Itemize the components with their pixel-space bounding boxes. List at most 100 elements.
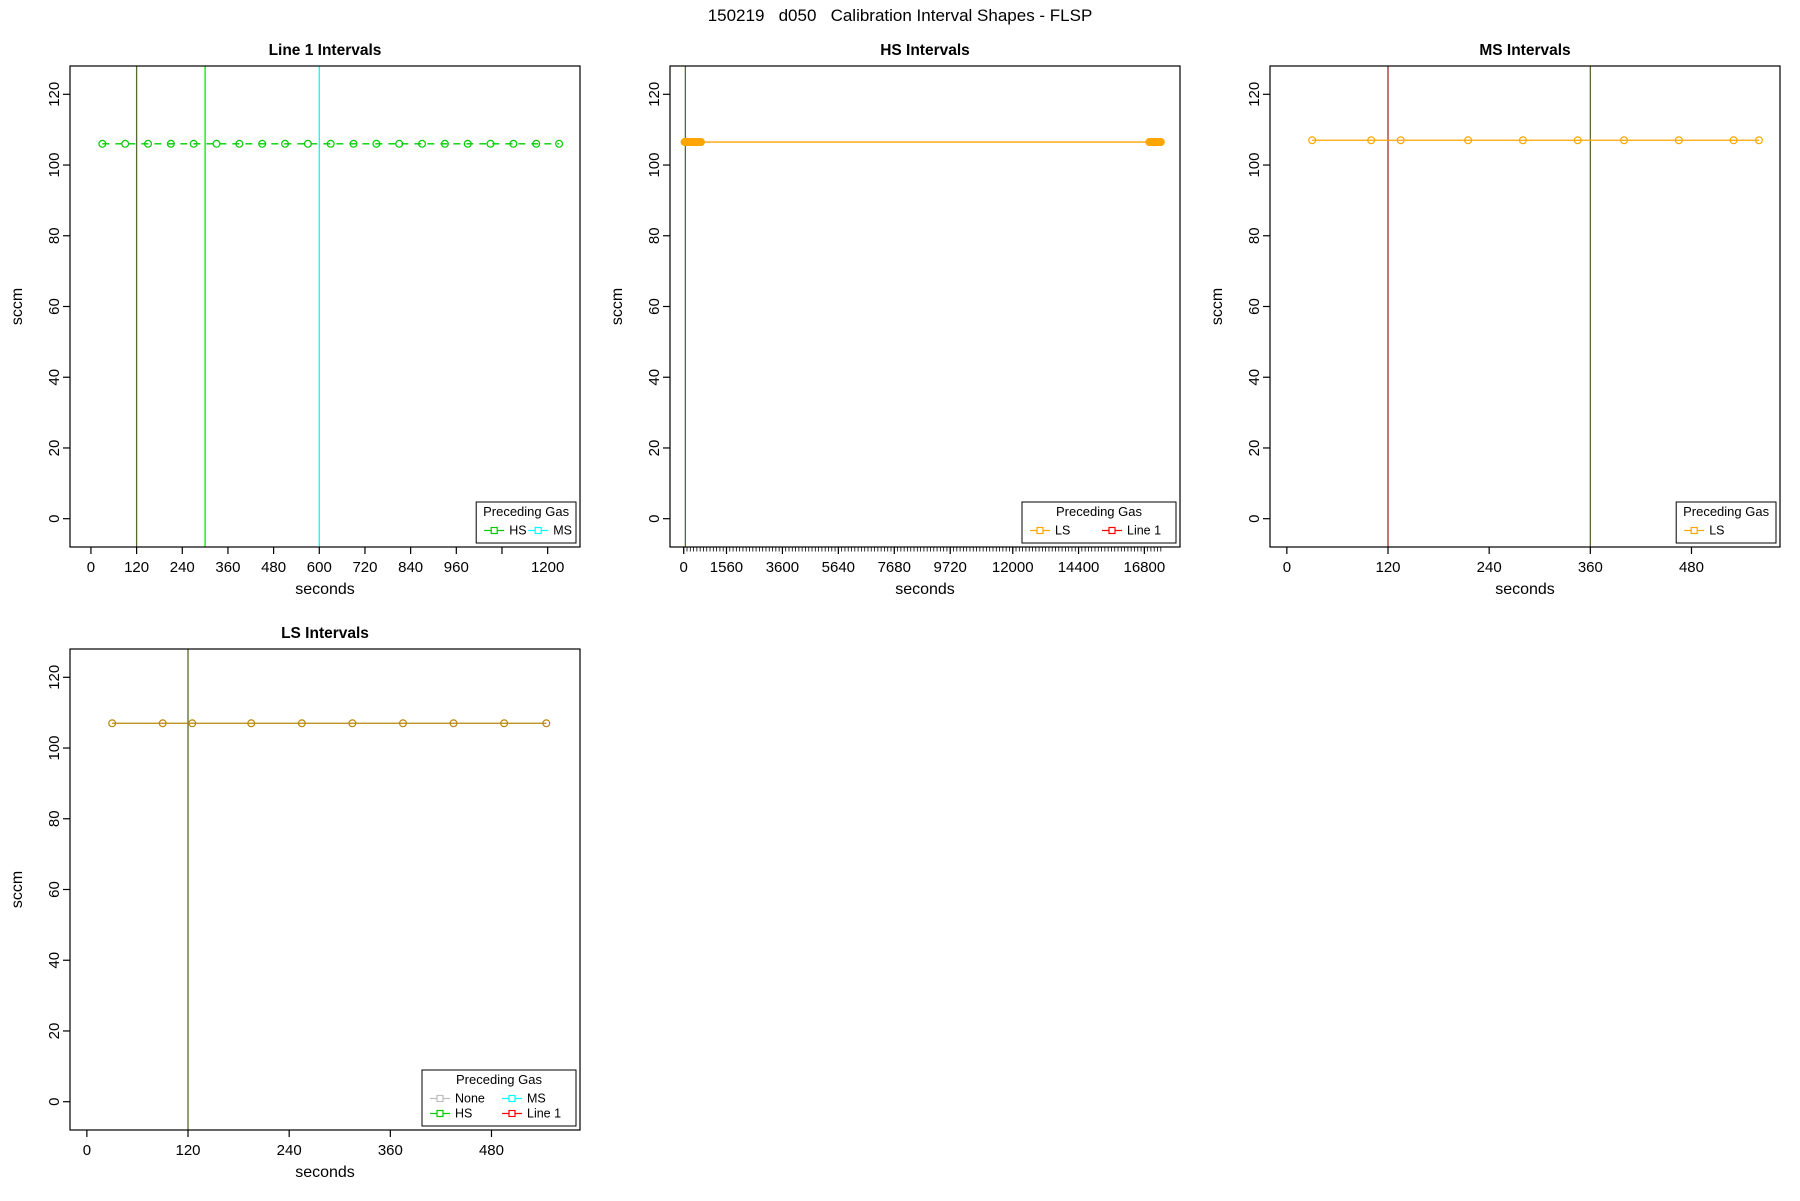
y-axis: 0 20 40 60 80 100 120 sccm xyxy=(609,82,670,523)
x-tick-label: 1560 xyxy=(710,559,743,576)
legend: Preceding Gas LS xyxy=(1675,501,1777,544)
y-tick-label: 120 xyxy=(46,665,63,690)
legend-label: HS xyxy=(455,1107,472,1121)
y-tick-label: 100 xyxy=(1246,153,1263,178)
y-tick-label: 0 xyxy=(646,515,663,523)
series xyxy=(108,719,551,728)
x-tick-label: 360 xyxy=(1578,559,1603,576)
series-marker xyxy=(398,719,407,728)
series-marker xyxy=(1754,136,1763,145)
vlines xyxy=(135,66,320,547)
series-marker xyxy=(235,139,244,148)
y-tick-label: 20 xyxy=(1246,440,1263,457)
legend-key-marker xyxy=(436,1109,444,1118)
series-marker xyxy=(108,719,117,728)
series-marker xyxy=(1156,138,1165,147)
y-tick-label: 20 xyxy=(46,1023,63,1040)
series-marker xyxy=(1464,136,1473,145)
x-tick-label: 600 xyxy=(307,559,332,576)
y-tick-label: 100 xyxy=(646,153,663,178)
x-tick-label: 360 xyxy=(215,559,240,576)
y-axis: 0 20 40 60 80 100 120 sccm xyxy=(1209,82,1270,523)
plot-box xyxy=(69,65,581,548)
series-marker xyxy=(258,139,267,148)
legend-key-marker xyxy=(1690,526,1698,535)
x-axis: 0 1560 3600 5640 7680 9720 12000 14400 16800 seco… xyxy=(680,547,1165,598)
chart-svg: HS Intervals 0 1560 3600 5640 7680 9720 12000 14… xyxy=(609,42,1181,598)
y-tick-label: 80 xyxy=(646,227,663,244)
legend-title: Preceding Gas xyxy=(483,504,569,519)
x-tick-label: 120 xyxy=(1376,559,1401,576)
plot-title: HS Intervals xyxy=(880,42,970,59)
series-marker xyxy=(395,139,404,148)
series-marker xyxy=(144,139,153,148)
y-axis: 0 20 40 60 80 100 120 sccm xyxy=(9,665,70,1106)
legend-box xyxy=(1021,501,1177,544)
series-marker xyxy=(158,719,167,728)
series-marker xyxy=(1620,136,1629,145)
series-marker xyxy=(542,719,551,728)
empty-cell-2 xyxy=(1200,613,1800,1196)
legend-label: LS xyxy=(1709,524,1724,538)
plot-box xyxy=(69,648,581,1131)
x-tick-label: 16800 xyxy=(1123,559,1165,576)
series-marker xyxy=(1308,136,1317,145)
x-tick-label: 0 xyxy=(83,1142,91,1159)
series xyxy=(98,139,564,148)
series-marker xyxy=(1573,136,1582,145)
empty-cell-1 xyxy=(600,613,1200,1196)
vlines xyxy=(1387,66,1591,547)
y-tick-label: 0 xyxy=(1246,515,1263,523)
series-marker xyxy=(486,139,495,148)
y-tick-label: 60 xyxy=(646,298,663,315)
series-marker xyxy=(532,139,541,148)
y-tick-label: 100 xyxy=(46,153,63,178)
series-marker xyxy=(555,139,564,148)
legend: Preceding Gas LS Line 1 xyxy=(1021,501,1177,544)
y-tick-label: 40 xyxy=(46,952,63,969)
y-tick-label: 40 xyxy=(646,369,663,386)
legend-label: Line 1 xyxy=(527,1107,561,1121)
y-axis-label: sccm xyxy=(609,288,626,325)
series-marker xyxy=(440,139,449,148)
plot-ls-intervals: LS Intervals 0 120 240 360 480 seconds 0 20 40 60 8… xyxy=(0,613,600,1196)
x-tick-label: 360 xyxy=(378,1142,403,1159)
x-tick-label: 240 xyxy=(277,1142,302,1159)
legend-label: None xyxy=(455,1092,485,1106)
series-marker xyxy=(463,139,472,148)
y-tick-label: 0 xyxy=(46,1098,63,1106)
y-tick-label: 80 xyxy=(46,810,63,827)
series-marker xyxy=(449,719,458,728)
x-tick-label: 960 xyxy=(444,559,469,576)
main-title: 150219 d050 Calibration Interval Shapes … xyxy=(707,6,1093,25)
x-tick-label: 14400 xyxy=(1058,559,1100,576)
y-tick-label: 20 xyxy=(646,440,663,457)
y-tick-label: 60 xyxy=(46,881,63,898)
x-tick-label: 480 xyxy=(1679,559,1704,576)
series-marker xyxy=(188,719,197,728)
legend-label: HS xyxy=(509,524,526,538)
legend-key-marker xyxy=(436,1094,444,1103)
y-tick-label: 120 xyxy=(1246,82,1263,107)
x-tick-label: 12000 xyxy=(992,559,1034,576)
y-tick-label: 20 xyxy=(46,440,63,457)
legend-key-marker xyxy=(508,1109,516,1118)
y-tick-label: 60 xyxy=(46,298,63,315)
y-axis-label: sccm xyxy=(9,288,26,325)
series-marker xyxy=(121,139,130,148)
x-tick-label: 120 xyxy=(176,1142,201,1159)
y-axis-label: sccm xyxy=(9,871,26,908)
x-tick-label: 0 xyxy=(680,559,688,576)
x-tick-label: 720 xyxy=(352,559,377,576)
series-marker xyxy=(1396,136,1405,145)
series-marker xyxy=(166,139,175,148)
x-tick-label: 120 xyxy=(124,559,149,576)
x-tick-label: 480 xyxy=(261,559,286,576)
series-marker xyxy=(326,139,335,148)
series xyxy=(1308,136,1763,145)
legend-key-marker xyxy=(1108,526,1116,535)
plot-ms-intervals: MS Intervals 0 120 240 360 480 seconds 0 20 40 60 8… xyxy=(1200,30,1800,613)
x-tick-label: 240 xyxy=(170,559,195,576)
